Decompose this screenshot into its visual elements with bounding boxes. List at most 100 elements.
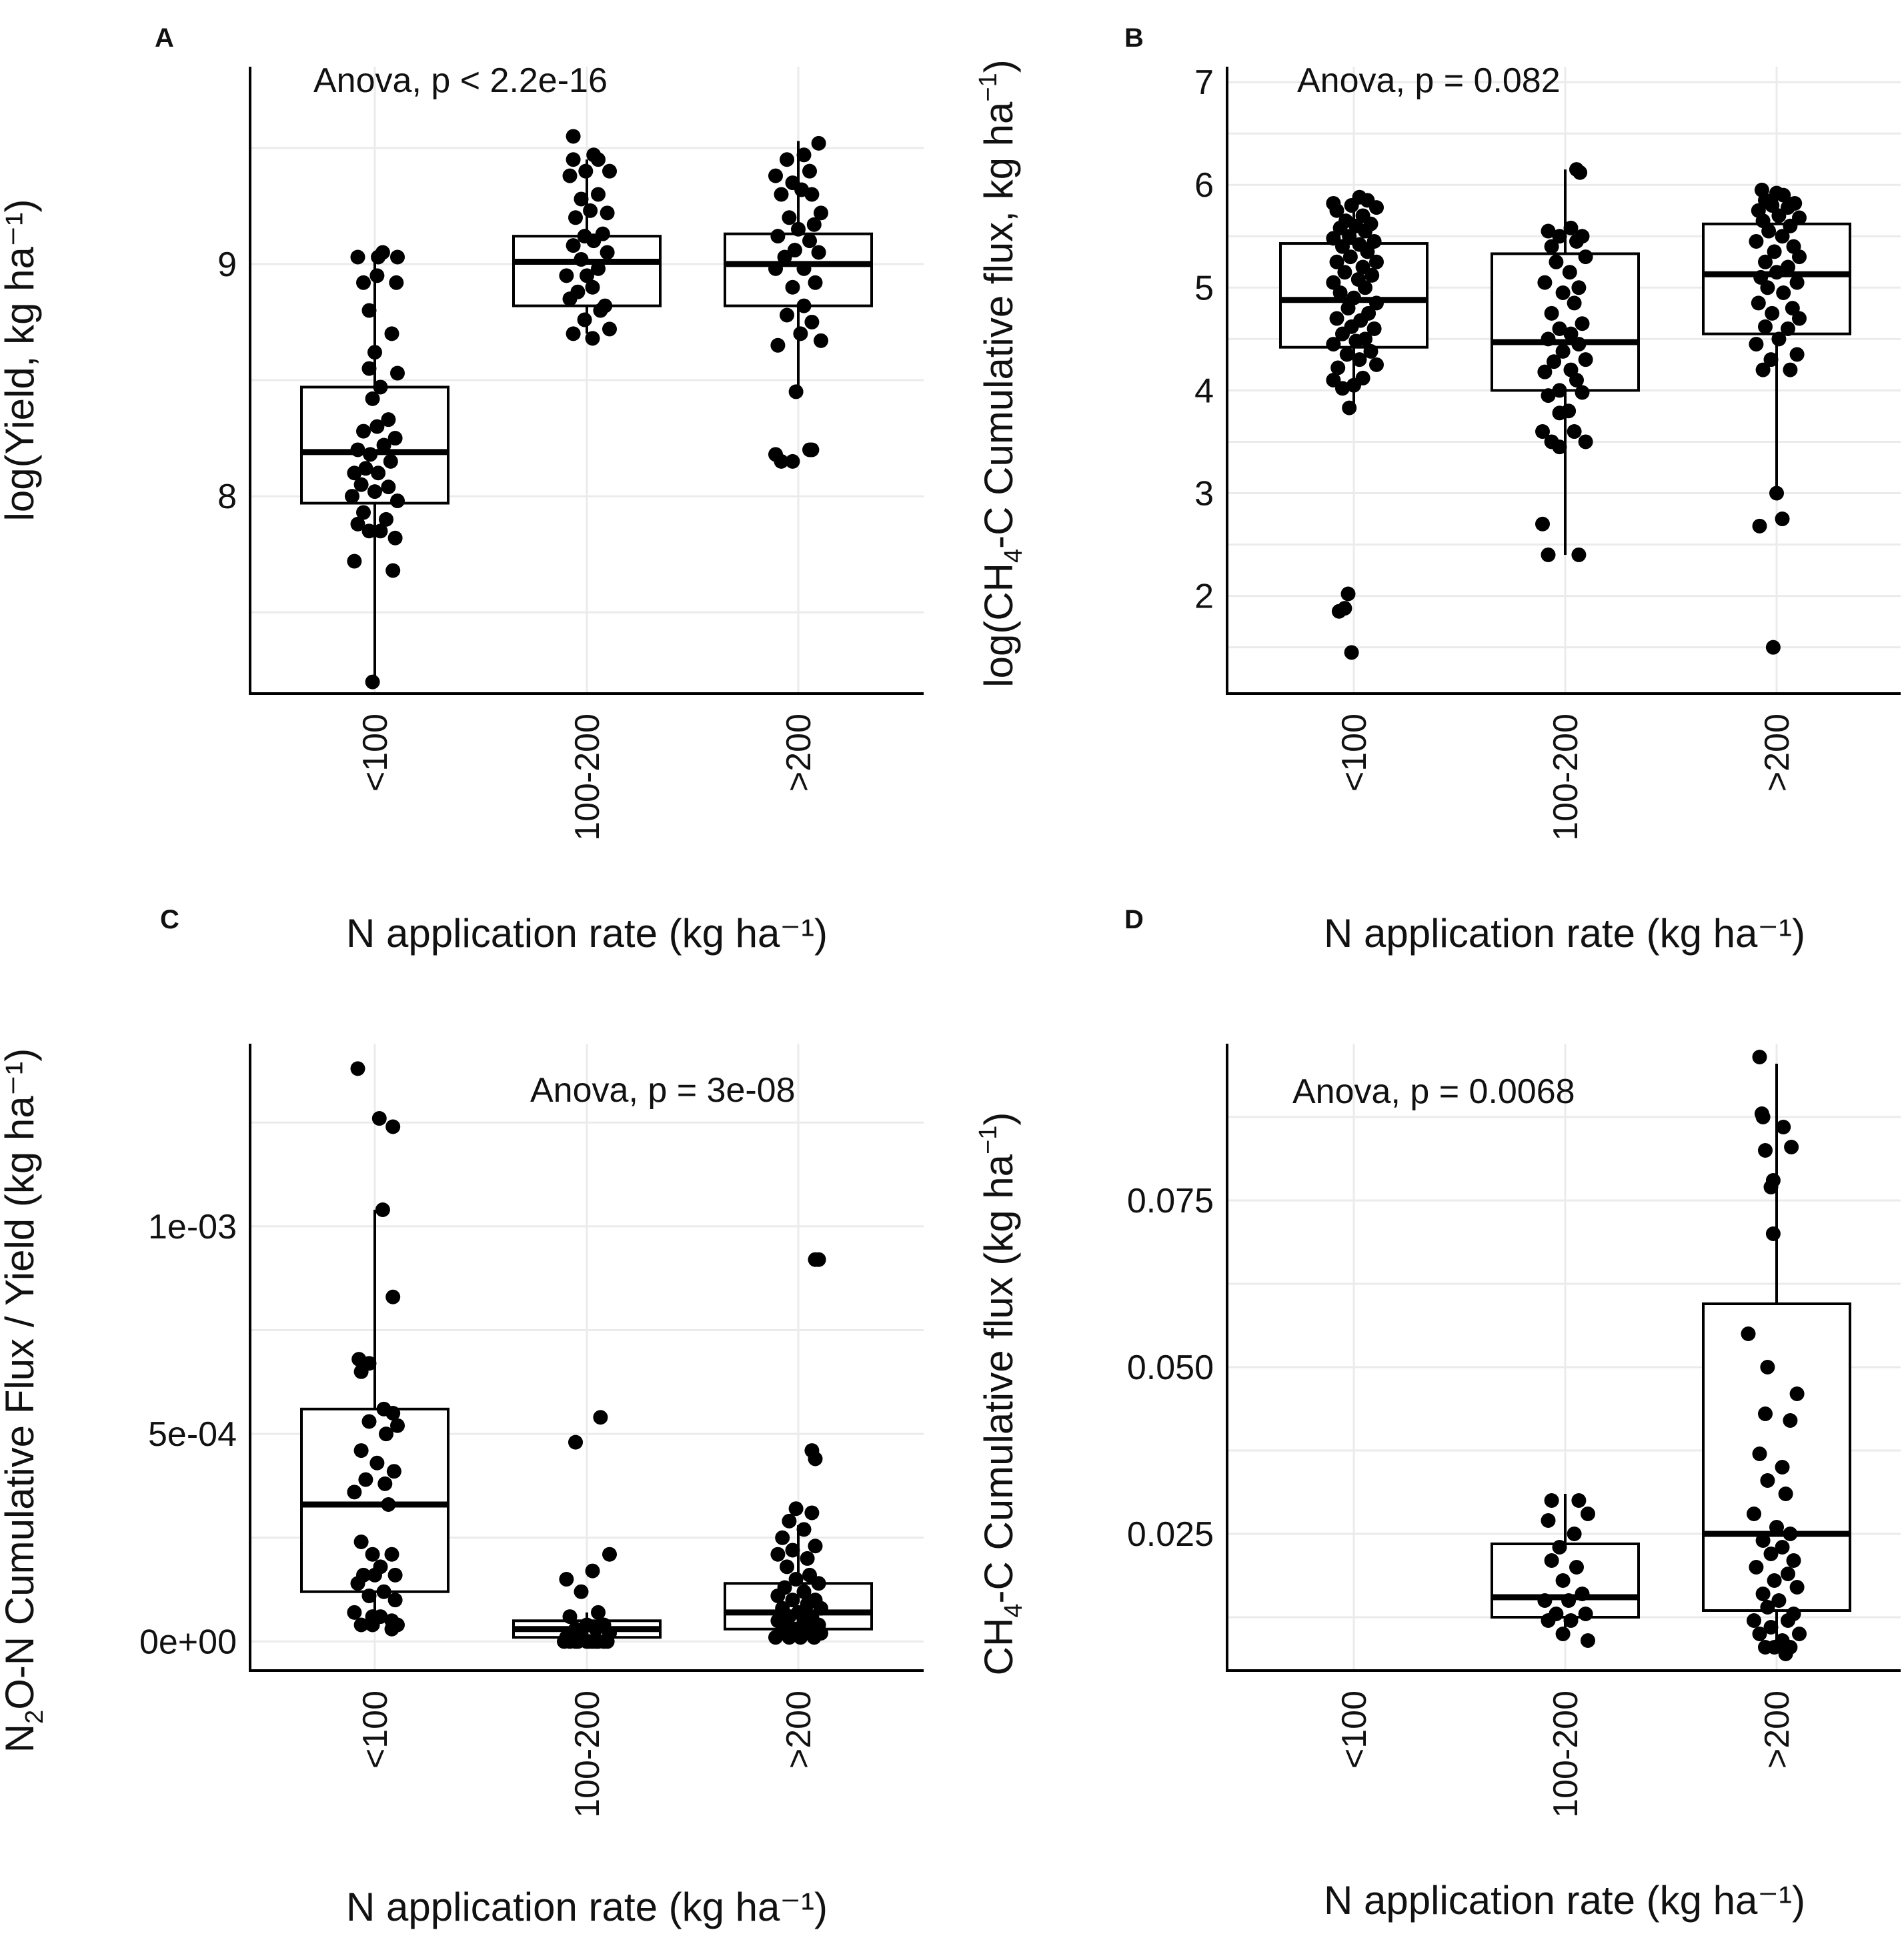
panel-a-point-47 <box>585 279 600 295</box>
panel-b-point-60 <box>1535 424 1550 439</box>
panel-d-point-15 <box>1563 1613 1579 1628</box>
panel-d-anova-annotation: Anova, p = 0.0068 <box>1292 1072 1575 1111</box>
panel-b-point-66 <box>1552 383 1567 398</box>
panel-a-x-tick-label-gt200: >200 <box>780 714 818 792</box>
panel-d-point-14 <box>1541 1613 1556 1628</box>
panel-a: A 89 <100 100-200 >200 Anova, p < 2.2e-16 … <box>0 23 924 956</box>
panel-b-y-axis-title: log(CH4-C Cumulative flux, kg ha−1) <box>974 59 1028 687</box>
panel-b-point-56 <box>1535 516 1550 532</box>
panel-b-point-29 <box>1350 271 1366 287</box>
panel-a-point-76 <box>793 326 808 341</box>
panel-a-point-12 <box>381 479 396 495</box>
panel-b-point-76 <box>1552 321 1567 336</box>
panel-a-point-13 <box>390 494 405 509</box>
panel-d-point-13 <box>1578 1607 1593 1621</box>
panel-c-point-26 <box>367 1567 382 1583</box>
panel-a-x-tick-label-lt100: <100 <box>356 714 395 792</box>
panel-d-point-46 <box>1789 1580 1805 1595</box>
panel-a-point-86 <box>811 245 826 260</box>
panel-a-point-51 <box>574 251 589 267</box>
panel-b-point-24 <box>1369 295 1384 311</box>
panel-d-point-8 <box>1555 1573 1571 1588</box>
panel-a-point-71 <box>785 453 800 469</box>
panel-b-point-100 <box>1763 352 1779 367</box>
panel-d-point-29 <box>1789 1386 1805 1401</box>
panel-c-point-21 <box>365 1547 380 1562</box>
panel-c-point-75 <box>785 1543 800 1558</box>
panel-d-point-22 <box>1784 1140 1799 1154</box>
panel-d-point-32 <box>1752 1446 1767 1461</box>
panel-d-point-1 <box>1571 1493 1587 1508</box>
panel-a-point-97 <box>785 175 800 191</box>
panel-b-point-85 <box>1578 249 1593 265</box>
panel-b-point-72 <box>1555 343 1571 359</box>
panel-c-point-19 <box>381 1497 396 1512</box>
panel-d-point-9 <box>1575 1587 1590 1601</box>
panel-b-point-113 <box>1753 269 1769 285</box>
panel-b-point-75 <box>1563 326 1579 341</box>
panel-d-point-35 <box>1778 1487 1793 1501</box>
panel-a-point-11 <box>367 484 382 500</box>
panel-c-point-30 <box>387 1593 403 1608</box>
panel-c-point-44 <box>574 1584 589 1599</box>
panel-a-point-80 <box>796 298 812 313</box>
panel-a-point-9 <box>345 489 359 504</box>
panel-b-point-46 <box>1338 213 1354 229</box>
panel-b-point-130 <box>1787 195 1803 211</box>
panel-a-letter: A <box>155 23 174 53</box>
panel-a-y-tick-label-1: 9 <box>217 245 237 284</box>
panel-a-y-tick-label-0: 8 <box>217 477 237 516</box>
panel-c-point-22 <box>384 1547 399 1562</box>
panel-a-point-58 <box>583 203 598 218</box>
panel-a-point-55 <box>577 229 592 244</box>
panel-a-point-16 <box>371 465 386 481</box>
panel-d-point-6 <box>1544 1553 1559 1568</box>
panel-c-points <box>347 1061 828 1649</box>
panel-a-point-49 <box>580 268 594 283</box>
panel-a-point-81 <box>785 279 800 295</box>
panel-c-point-104 <box>768 1630 783 1645</box>
panel-b-point-12 <box>1339 347 1354 362</box>
panel-d-point-20 <box>1755 1110 1771 1124</box>
panel-d-point-33 <box>1775 1460 1790 1475</box>
panel-c-point-83 <box>796 1584 812 1599</box>
panel-b-anova-annotation: Anova, p = 0.082 <box>1297 61 1561 100</box>
panel-b-x-tick-label-lt100: <100 <box>1335 714 1374 792</box>
panel-d-point-4 <box>1567 1527 1582 1541</box>
panel-b-point-68 <box>1537 364 1553 379</box>
panel-c-point-50 <box>588 1621 604 1637</box>
panel-c-point-103 <box>806 1630 822 1645</box>
panel-b-point-99 <box>1783 362 1798 377</box>
panel-a-point-48 <box>559 268 574 283</box>
panel-a-point-46 <box>570 284 586 299</box>
panel-a-point-92 <box>782 210 797 225</box>
panel-a-point-56 <box>595 226 610 241</box>
panel-a-point-53 <box>566 238 581 253</box>
panel-b-point-84 <box>1549 254 1564 269</box>
panel-c-point-2 <box>385 1119 401 1134</box>
panel-b-point-104 <box>1781 321 1795 336</box>
panel-b-point-11 <box>1352 352 1367 367</box>
panel-d-point-7 <box>1569 1560 1584 1575</box>
panel-a-point-52 <box>600 245 615 260</box>
panel-a-point-78 <box>804 314 820 329</box>
panel-a-point-99 <box>802 163 817 179</box>
panel-d-point-26 <box>1765 1226 1781 1241</box>
panel-d-point-53 <box>1763 1620 1779 1635</box>
panel-a-anova-annotation: Anova, p < 2.2e-16 <box>313 61 608 100</box>
panel-c-point-70 <box>804 1505 820 1521</box>
panel-b-point-59 <box>1578 434 1593 449</box>
panel-a-point-74 <box>788 384 804 399</box>
panel-b-point-2 <box>1337 601 1352 616</box>
panel-c-point-16 <box>358 1472 373 1487</box>
panel-a-point-30 <box>361 303 377 318</box>
panel-d-point-47 <box>1755 1587 1771 1601</box>
panel-a-points <box>345 129 828 690</box>
panel-a-point-41 <box>602 321 617 337</box>
panel-c-point-86 <box>785 1593 800 1608</box>
panel-a-point-68 <box>566 129 581 144</box>
panel-d-box-gt200 <box>1702 1302 1851 1612</box>
panel-a-point-94 <box>774 187 789 202</box>
panel-b-x-tick-label-100-200: 100-200 <box>1547 714 1585 841</box>
panel-d-point-27 <box>1741 1326 1756 1341</box>
